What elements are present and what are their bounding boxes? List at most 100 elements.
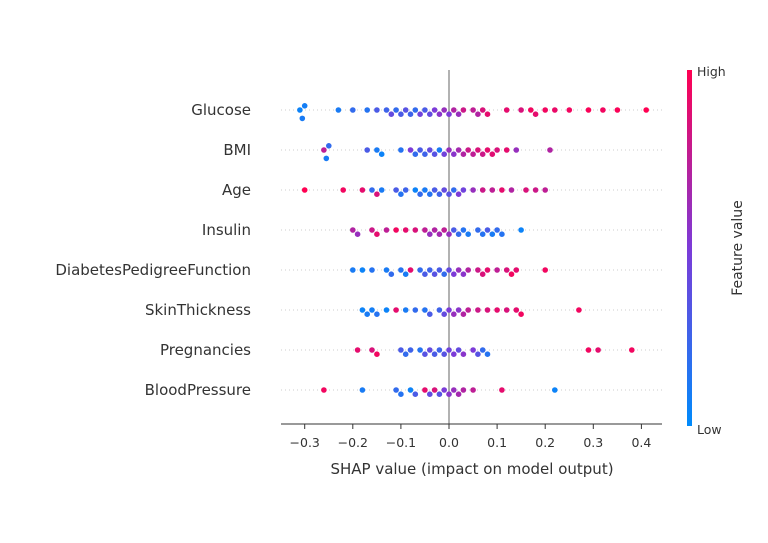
feature-label: BMI <box>223 141 251 159</box>
data-point <box>479 151 486 157</box>
x-tick-label: −0.2 <box>338 435 368 450</box>
data-point <box>518 311 524 318</box>
data-point <box>402 307 409 313</box>
data-point <box>484 111 491 117</box>
data-point <box>465 307 472 313</box>
data-point <box>552 387 558 393</box>
data-point <box>427 391 433 398</box>
data-point <box>393 387 399 393</box>
data-point <box>552 107 558 113</box>
data-point <box>494 147 500 153</box>
data-point <box>513 147 520 153</box>
data-point <box>576 307 582 313</box>
data-point <box>350 267 356 273</box>
data-point <box>427 347 433 353</box>
colorbar <box>687 70 692 426</box>
data-point <box>388 111 395 117</box>
data-point <box>422 271 428 278</box>
data-point <box>301 103 308 109</box>
data-point <box>422 107 428 113</box>
data-point <box>378 187 385 193</box>
data-point <box>460 351 467 358</box>
data-point <box>451 107 457 113</box>
data-point <box>441 187 448 193</box>
data-point <box>422 227 428 233</box>
data-point <box>402 271 409 278</box>
data-point <box>475 147 481 153</box>
data-point <box>508 187 515 193</box>
data-point <box>417 191 423 197</box>
data-point <box>323 155 330 162</box>
data-point <box>460 387 467 393</box>
feature-label: Insulin <box>202 221 251 239</box>
data-point <box>518 107 524 113</box>
data-point <box>417 147 423 153</box>
data-point <box>374 107 380 113</box>
feature-label: BloodPressure <box>145 381 251 399</box>
data-point <box>460 311 467 318</box>
data-point <box>451 227 457 233</box>
data-point <box>350 107 356 113</box>
data-point <box>614 107 621 113</box>
data-point <box>427 311 433 318</box>
data-point <box>364 311 371 318</box>
x-tick-label: 0.2 <box>535 435 555 450</box>
data-point <box>508 271 515 278</box>
data-point <box>359 187 366 193</box>
data-point <box>595 347 601 353</box>
data-point <box>479 107 486 113</box>
data-point <box>427 147 433 153</box>
data-point <box>436 191 443 197</box>
data-point <box>479 231 486 237</box>
data-point <box>441 151 448 157</box>
data-point <box>643 107 649 113</box>
data-point <box>489 231 496 237</box>
data-point <box>369 267 375 273</box>
data-point <box>460 151 467 157</box>
data-point <box>455 231 462 237</box>
data-point <box>518 227 524 233</box>
data-point <box>455 307 462 313</box>
data-point <box>585 107 592 113</box>
data-point <box>455 111 462 117</box>
data-point <box>503 307 510 313</box>
data-point <box>484 351 491 358</box>
data-point <box>528 107 534 113</box>
data-point <box>465 147 472 153</box>
data-point <box>436 111 443 117</box>
data-point <box>417 111 423 117</box>
data-point <box>412 391 419 398</box>
data-point <box>460 271 467 278</box>
data-point <box>503 147 510 153</box>
data-point <box>503 267 510 273</box>
data-point <box>451 151 457 157</box>
colorbar-low-label: Low <box>697 422 722 437</box>
data-point <box>369 187 375 193</box>
data-point <box>422 187 428 193</box>
data-point <box>359 307 366 313</box>
data-point <box>383 267 390 273</box>
data-point <box>446 347 452 353</box>
data-point <box>412 307 419 313</box>
data-point <box>441 387 448 393</box>
data-point <box>369 347 375 353</box>
data-point <box>417 347 423 353</box>
data-point <box>383 307 390 313</box>
data-point <box>398 267 404 273</box>
data-point <box>460 107 467 113</box>
data-point <box>422 307 428 313</box>
data-point <box>427 267 433 273</box>
data-point <box>340 187 347 193</box>
data-point <box>494 307 500 313</box>
data-point <box>441 351 448 358</box>
data-point <box>299 115 306 122</box>
data-point <box>489 187 496 193</box>
data-point <box>431 351 438 358</box>
data-point <box>470 387 476 393</box>
data-point <box>455 147 462 153</box>
data-point <box>431 271 438 278</box>
data-point <box>532 111 539 117</box>
data-points <box>297 103 649 398</box>
data-point <box>402 187 409 193</box>
